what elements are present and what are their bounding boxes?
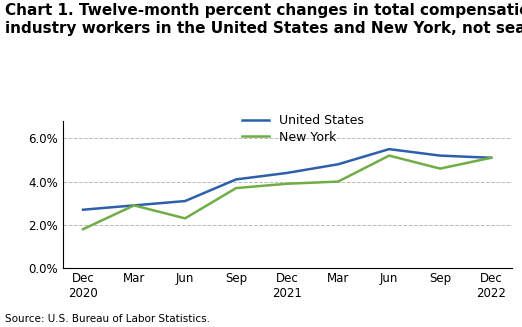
Line: New York: New York — [83, 156, 491, 229]
United States — [284, 171, 290, 175]
United States — [437, 154, 443, 158]
Legend: United States, New York: United States, New York — [242, 114, 364, 144]
New York — [335, 180, 341, 183]
United States — [131, 203, 137, 207]
United States — [335, 162, 341, 166]
New York — [437, 167, 443, 171]
United States — [233, 178, 239, 181]
New York — [233, 186, 239, 190]
United States — [488, 156, 494, 160]
Text: Chart 1. Twelve-month percent changes in total compensation for private
industry: Chart 1. Twelve-month percent changes in… — [5, 3, 522, 36]
New York — [488, 156, 494, 160]
Line: United States: United States — [83, 149, 491, 210]
New York — [182, 216, 188, 220]
New York — [386, 154, 392, 158]
United States — [386, 147, 392, 151]
Text: Source: U.S. Bureau of Labor Statistics.: Source: U.S. Bureau of Labor Statistics. — [5, 314, 210, 324]
New York — [80, 227, 86, 231]
New York — [284, 182, 290, 186]
United States — [182, 199, 188, 203]
United States — [80, 208, 86, 212]
New York — [131, 203, 137, 207]
